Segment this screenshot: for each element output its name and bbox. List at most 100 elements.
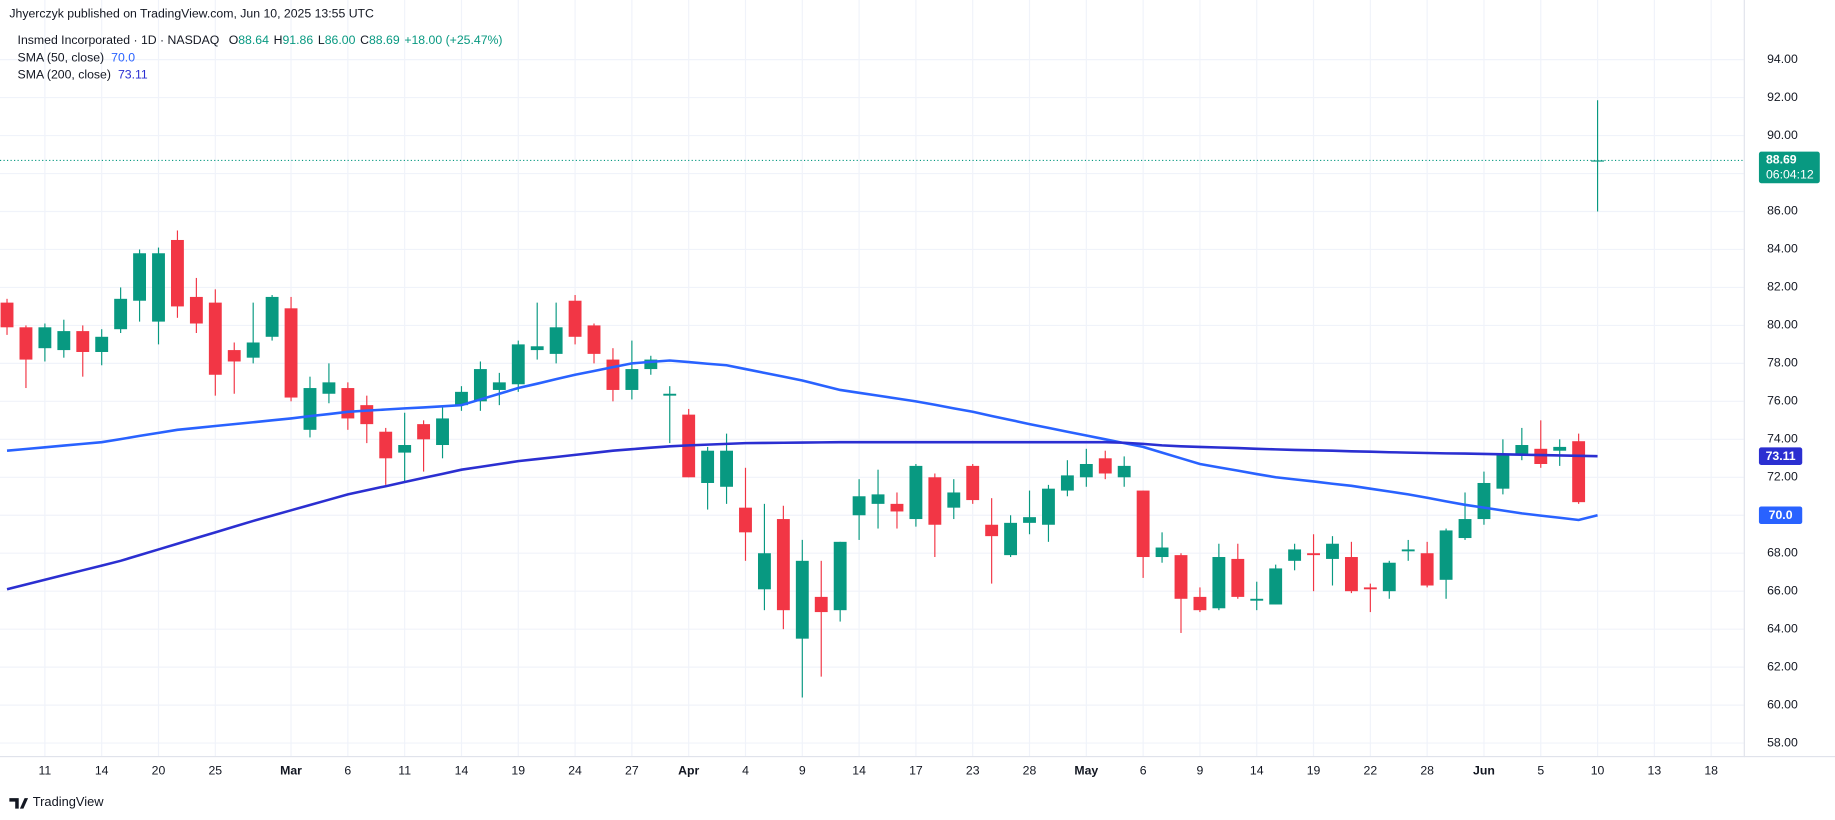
candle-body — [1079, 463, 1093, 478]
sma-badge-label: 73.11 — [1766, 449, 1796, 463]
x-tick-label: 6 — [344, 763, 351, 777]
y-tick-label: 74.00 — [1767, 432, 1798, 446]
candle-body — [1004, 522, 1018, 556]
candle-body — [1458, 519, 1472, 539]
y-tick-label: 66.00 — [1767, 583, 1798, 597]
x-tick-label: May — [1074, 763, 1098, 777]
x-tick-label: 19 — [1307, 763, 1321, 777]
candle-body — [1344, 557, 1358, 592]
candle-body — [1553, 446, 1567, 451]
candle-body — [985, 524, 999, 537]
ohlc-key: L — [318, 33, 325, 47]
candle-body — [455, 391, 468, 406]
candle-body — [1477, 482, 1491, 520]
candle-body — [379, 431, 393, 459]
sma-badge — [1758, 506, 1803, 525]
sma-name: SMA (200, close) — [18, 68, 111, 82]
x-tick-label: 24 — [568, 763, 582, 777]
ohlc-key: C — [360, 33, 369, 47]
candle-body — [1515, 445, 1529, 455]
x-tick-label: 27 — [625, 763, 639, 777]
candle-body — [644, 359, 658, 370]
candle-body — [227, 350, 241, 362]
sma-legend: SMA (50, close) 70.0 — [18, 51, 136, 65]
candle-body — [530, 346, 544, 351]
candle-body — [76, 331, 90, 352]
candle-body — [38, 327, 52, 349]
x-tick-label: 11 — [39, 763, 52, 777]
candle-body — [606, 359, 620, 390]
candle-body — [189, 296, 203, 324]
x-tick-label: 28 — [1420, 763, 1434, 777]
candle-body — [95, 336, 109, 352]
candle-body — [1401, 549, 1415, 552]
sma-line — [6, 359, 1598, 522]
ohlc-value: 91.86 — [282, 33, 313, 47]
candle-body — [1060, 475, 1074, 491]
legend: Insmed Incorporated · 1D · NASDAQ O88.64 H… — [18, 33, 503, 47]
ohlc-key: O — [229, 33, 239, 47]
candle-body — [1496, 454, 1510, 489]
x-tick-label: 14 — [852, 763, 866, 777]
ohlc-key: H — [274, 33, 283, 47]
candle-body — [436, 418, 449, 446]
candle-body — [1155, 547, 1169, 558]
candle-body — [1572, 441, 1586, 503]
y-tick-label: 68.00 — [1767, 545, 1798, 559]
x-tick-label: 25 — [208, 763, 222, 777]
x-tick-label: 28 — [1023, 763, 1037, 777]
sma-value: 70.0 — [111, 51, 135, 65]
candle-body — [1363, 587, 1377, 590]
x-tick-label: Apr — [678, 763, 699, 777]
candle-body — [114, 298, 128, 330]
last-price-label: 88.69 — [1766, 153, 1797, 167]
candle-body — [928, 477, 942, 525]
y-tick-label: 80.00 — [1767, 318, 1798, 332]
candle-body — [1117, 465, 1131, 478]
candle-body — [1326, 543, 1339, 559]
y-tick-label: 76.00 — [1767, 394, 1798, 408]
y-tick-label: 84.00 — [1767, 242, 1798, 256]
x-tick-label: 6 — [1140, 763, 1147, 777]
plot — [0, 100, 1744, 698]
candle-body — [152, 253, 165, 322]
x-tick-label: 9 — [799, 763, 806, 777]
candle-body — [473, 369, 487, 402]
x-tick-label: 23 — [966, 763, 980, 777]
x-tick-label: 14 — [1250, 763, 1264, 777]
y-tick-label: 64.00 — [1767, 621, 1798, 635]
candle-body — [966, 465, 980, 501]
x-tick-label: 9 — [1197, 763, 1204, 777]
y-tick-label: 92.00 — [1767, 90, 1798, 104]
candle-body — [265, 296, 279, 337]
candle-body — [511, 344, 525, 385]
sma-line — [6, 440, 1598, 591]
candle-body — [341, 388, 355, 419]
candle-body — [1250, 598, 1264, 601]
price-axis-border — [1743, 0, 1745, 758]
y-tick-label: 82.00 — [1767, 280, 1798, 294]
candle-body — [1193, 596, 1207, 611]
candle-body — [303, 388, 317, 430]
candle-body — [1042, 488, 1055, 525]
candle-body — [1136, 490, 1150, 558]
sma-badge-label: 70.0 — [1769, 508, 1793, 522]
y-tick-label: 78.00 — [1767, 356, 1798, 370]
x-tick-label: 19 — [511, 763, 525, 777]
x-tick-label: 14 — [455, 763, 469, 777]
time-axis-border — [0, 755, 1835, 758]
candle-body — [1288, 549, 1302, 561]
x-tick-label: 18 — [1704, 763, 1718, 777]
y-tick-label: 60.00 — [1767, 697, 1798, 711]
y-tick-label: 62.00 — [1767, 659, 1798, 673]
y-tick-label: 86.00 — [1767, 204, 1798, 218]
candle-body — [171, 239, 184, 307]
candle-body — [0, 302, 14, 328]
x-tick-label: 11 — [398, 763, 411, 777]
candle-body — [776, 519, 790, 611]
x-tick-label: 22 — [1364, 763, 1378, 777]
last-price-badge — [1758, 151, 1820, 184]
countdown: 06:04:12 — [1766, 167, 1814, 181]
